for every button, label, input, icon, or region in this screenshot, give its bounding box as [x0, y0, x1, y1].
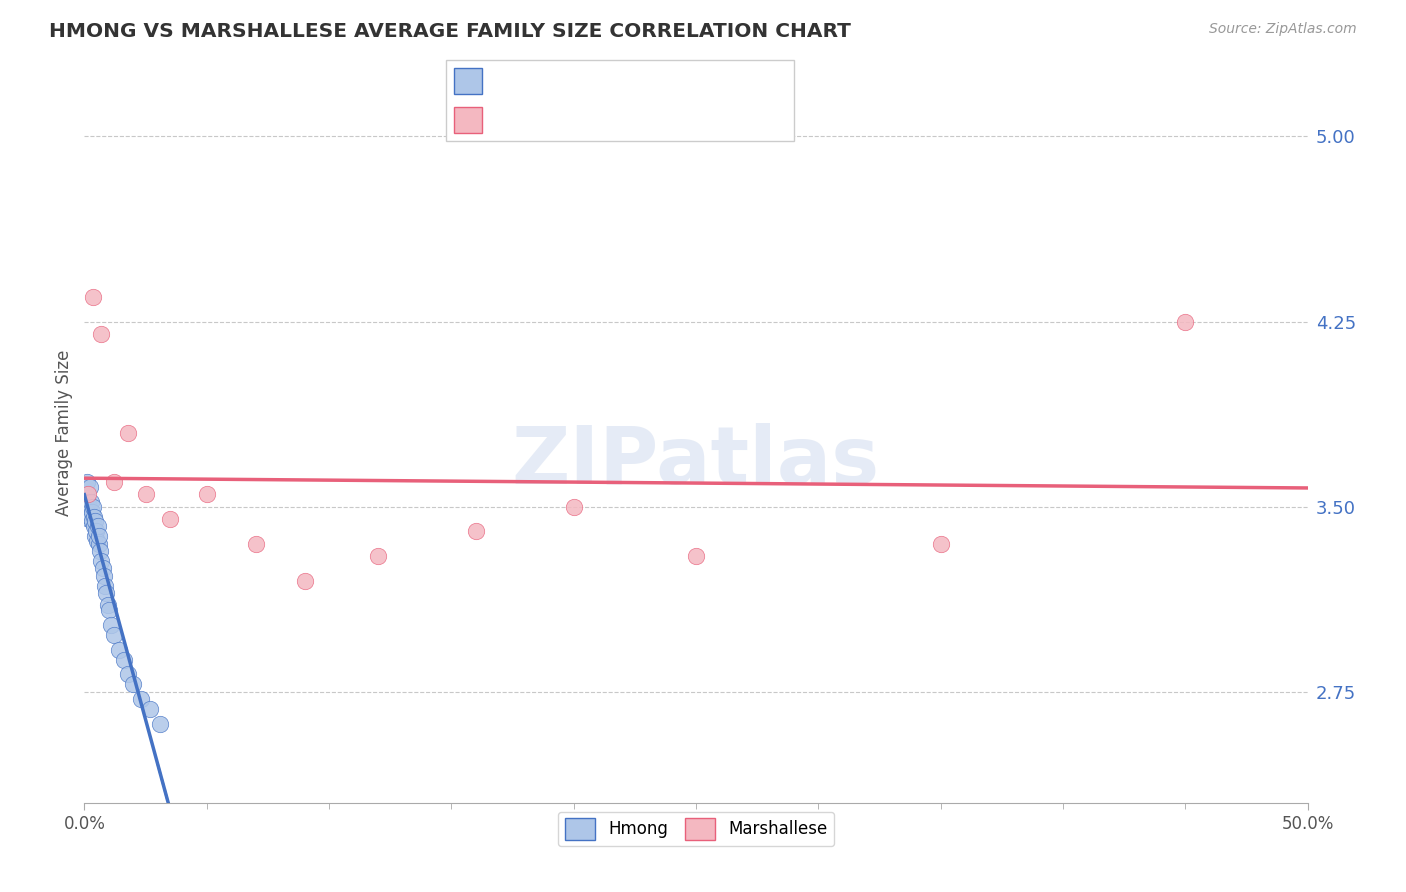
Point [96, 586, 118, 600]
Point [79, 480, 101, 494]
Point [87, 529, 110, 543]
Point [685, 549, 707, 563]
Point [195, 487, 218, 501]
Point [464, 524, 486, 539]
Point [83, 519, 105, 533]
Point [83, 529, 105, 543]
Point [929, 537, 952, 551]
Point [294, 574, 316, 588]
Text: HMONG VS MARSHALLESE AVERAGE FAMILY SIZE CORRELATION CHART: HMONG VS MARSHALLESE AVERAGE FAMILY SIZE… [49, 22, 851, 41]
Point [87, 537, 110, 551]
Y-axis label: Average Family Size: Average Family Size [55, 350, 73, 516]
Point [87, 519, 110, 533]
Point [562, 500, 585, 514]
Point [1174, 315, 1197, 329]
Point [159, 512, 181, 526]
Point [84, 515, 107, 529]
Point [75, 500, 97, 514]
Point [367, 549, 389, 563]
Point [93, 568, 115, 582]
Point [76, 475, 98, 489]
Point [129, 692, 152, 706]
Point [89, 544, 111, 558]
Point [97, 599, 120, 613]
FancyBboxPatch shape [454, 68, 482, 94]
Point [77, 512, 100, 526]
Point [90, 326, 112, 341]
FancyBboxPatch shape [454, 107, 482, 133]
Point [90, 554, 112, 568]
Text: R =  0.229: R = 0.229 [494, 111, 586, 128]
Point [149, 716, 172, 731]
Point [77, 487, 100, 501]
Point [82, 290, 104, 304]
Point [103, 628, 125, 642]
Point [79, 509, 101, 524]
Legend: Hmong, Marshallese: Hmong, Marshallese [558, 812, 834, 847]
Point [94, 579, 117, 593]
Point [83, 509, 105, 524]
Point [75, 487, 97, 501]
Point [122, 677, 145, 691]
Point [77, 494, 100, 508]
Text: Source: ZipAtlas.com: Source: ZipAtlas.com [1209, 22, 1357, 37]
Text: N = 39: N = 39 [658, 72, 718, 90]
Point [135, 487, 157, 501]
Point [86, 534, 108, 549]
Text: N = 16: N = 16 [658, 111, 718, 128]
Point [82, 515, 104, 529]
Point [117, 425, 139, 440]
Point [112, 653, 135, 667]
Point [245, 537, 267, 551]
Point [84, 524, 107, 539]
Point [91, 561, 114, 575]
Text: ZIPatlas: ZIPatlas [512, 423, 880, 501]
Point [82, 500, 104, 514]
FancyBboxPatch shape [447, 60, 794, 141]
Point [77, 500, 100, 514]
Point [100, 618, 122, 632]
Point [107, 642, 129, 657]
Point [139, 702, 162, 716]
Point [80, 494, 103, 508]
Point [97, 603, 120, 617]
Point [103, 475, 125, 489]
Point [80, 505, 103, 519]
Text: R = -0.325: R = -0.325 [494, 72, 586, 90]
Point [76, 505, 98, 519]
Point [117, 667, 139, 681]
